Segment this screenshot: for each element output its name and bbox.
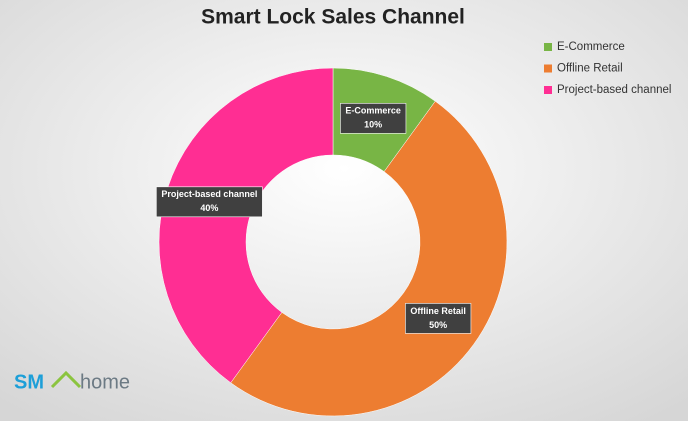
data-label: Offline Retail 50% <box>405 303 472 334</box>
data-label-box <box>340 103 407 134</box>
logo: SM home <box>14 370 130 393</box>
legend-label: Offline Retail <box>557 63 623 75</box>
data-label-box <box>405 303 472 334</box>
legend-label: Project-based channel <box>557 84 671 96</box>
data-label-name: Project-based channel <box>161 189 257 199</box>
data-label-box <box>156 186 263 218</box>
data-label-name: E-Commerce <box>345 106 401 116</box>
chart-title: Smart Lock Sales Channel <box>201 6 465 29</box>
legend-label: E-Commerce <box>557 41 625 53</box>
donut-slice <box>158 67 334 384</box>
data-label-value: 10% <box>364 120 382 130</box>
legend-marker <box>544 64 552 73</box>
data-label: E-Commerce 10% <box>340 103 407 134</box>
logo-icon <box>50 370 82 389</box>
legend-marker <box>544 43 552 51</box>
logo-left: SM <box>14 371 44 393</box>
data-label-value: 50% <box>429 320 447 330</box>
legend-marker <box>544 86 552 94</box>
data-label-value: 40% <box>200 203 218 213</box>
data-label: Project-based channel 40% <box>156 186 263 218</box>
logo-right: home <box>80 371 130 393</box>
data-label-name: Offline Retail <box>410 306 466 316</box>
